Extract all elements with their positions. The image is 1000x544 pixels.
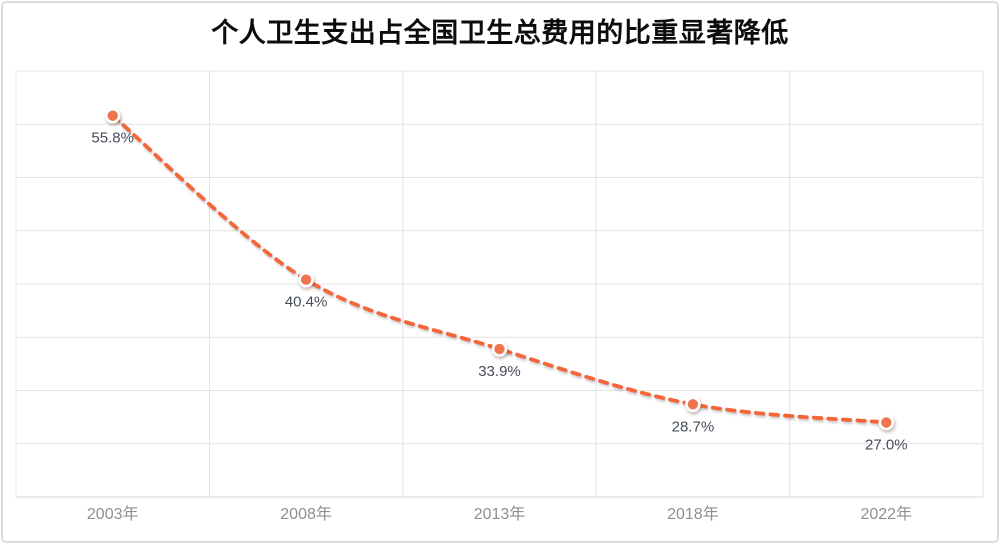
x-axis-label: 2013年: [474, 505, 526, 523]
data-label: 33.9%: [478, 363, 521, 380]
series-line: [110, 113, 889, 425]
x-axis-label: 2008年: [280, 505, 332, 523]
data-point-marker: [685, 396, 701, 413]
data-label: 55.8%: [91, 130, 134, 147]
data-point-marker: [878, 414, 895, 431]
data-label: 28.7%: [672, 418, 715, 435]
x-axis-label: 2018年: [667, 505, 719, 523]
data-point-marker: [298, 271, 314, 288]
chart-title: 个人卫生支出占全国卫生总费用的比重显著降低: [211, 18, 789, 48]
x-axis-label: 2022年: [860, 505, 912, 523]
data-label: 27.0%: [865, 436, 908, 453]
x-axis-label: 2003年: [87, 505, 139, 523]
data-label: 40.4%: [285, 294, 328, 311]
data-point-marker: [491, 341, 508, 357]
data-point-marker: [104, 107, 121, 124]
